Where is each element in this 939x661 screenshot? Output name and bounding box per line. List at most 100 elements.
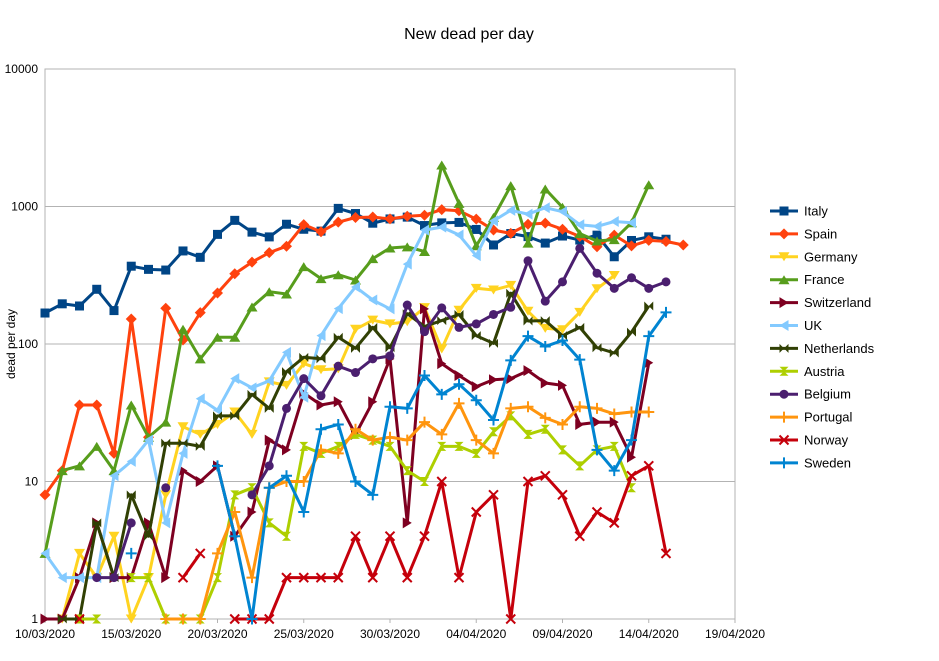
legend-label-italy: Italy <box>804 204 828 219</box>
data-point-france <box>125 400 137 410</box>
data-point-spain <box>660 235 672 247</box>
data-point-belgium <box>92 573 102 583</box>
data-point-germany <box>470 283 482 293</box>
data-point-norway <box>384 531 396 542</box>
data-point-uk <box>195 393 205 405</box>
data-point-portugal <box>332 447 344 459</box>
x-tick-label: 14/04/2020 <box>619 627 679 641</box>
data-point-netherlands <box>609 348 619 358</box>
data-point-germany <box>384 319 396 329</box>
data-point-austria <box>454 441 464 451</box>
data-point-spain <box>539 217 551 229</box>
data-point-spain <box>367 211 379 223</box>
data-point-portugal <box>384 431 396 443</box>
data-point-belgium <box>264 461 274 471</box>
data-point-italy <box>333 203 343 213</box>
legend-item-spain: Spain <box>770 226 837 241</box>
data-point-italy <box>57 299 67 309</box>
data-point-sweden <box>660 306 672 318</box>
data-point-germany <box>453 305 465 315</box>
data-point-austria <box>178 614 188 624</box>
data-point-switzerland <box>627 451 636 463</box>
legend-item-netherlands: Netherlands <box>770 341 875 356</box>
legend-marker-spain <box>778 228 790 240</box>
data-point-netherlands <box>282 367 291 377</box>
data-point-spain <box>229 268 241 280</box>
data-point-norway <box>177 572 189 583</box>
data-point-italy <box>40 308 50 318</box>
data-point-austria <box>558 445 567 455</box>
data-point-belgium <box>109 573 119 583</box>
data-point-spain <box>643 234 655 246</box>
data-point-norway <box>402 572 413 583</box>
data-point-norway <box>522 476 534 487</box>
data-point-sweden <box>419 370 430 382</box>
data-point-france <box>194 354 206 364</box>
data-point-spain <box>91 399 103 411</box>
data-point-germany <box>160 490 172 500</box>
data-point-netherlands <box>489 338 498 348</box>
data-point-germany <box>539 323 551 333</box>
y-axis-tick-labels: 1 10 100 1000 10000 <box>5 62 39 626</box>
data-point-austria <box>161 614 171 624</box>
legend-label-france: France <box>804 272 844 287</box>
legend-label-sweden: Sweden <box>804 455 851 470</box>
data-point-uk <box>178 447 188 459</box>
data-point-norway <box>557 489 568 501</box>
data-point-italy <box>178 246 188 256</box>
data-point-sweden <box>643 330 655 342</box>
data-point-spain <box>419 209 430 221</box>
data-point-switzerland <box>506 373 516 385</box>
data-point-switzerland <box>195 476 205 487</box>
data-point-spain <box>350 211 361 223</box>
data-point-spain <box>39 489 51 501</box>
data-point-uk <box>57 572 67 584</box>
data-point-italy <box>558 231 567 241</box>
legend-item-austria: Austria <box>770 364 845 379</box>
data-point-uk <box>506 204 516 216</box>
data-point-spain <box>401 210 413 222</box>
data-point-france <box>643 180 655 190</box>
data-point-germany <box>350 324 361 334</box>
data-point-austria <box>609 441 619 451</box>
data-point-france <box>401 242 413 252</box>
data-point-switzerland <box>592 416 602 428</box>
data-point-switzerland <box>471 381 481 393</box>
data-point-belgium <box>402 300 412 310</box>
data-point-uk <box>264 375 274 387</box>
data-point-uk <box>40 547 50 559</box>
data-point-spain <box>281 240 292 252</box>
data-point-uk <box>471 250 481 262</box>
data-point-france <box>591 236 603 246</box>
data-point-spain <box>298 219 310 231</box>
data-point-belgium <box>437 303 447 313</box>
data-point-italy <box>489 240 498 250</box>
data-point-norway <box>195 548 206 559</box>
data-point-sweden <box>212 460 223 472</box>
data-point-netherlands <box>523 316 533 326</box>
data-point-portugal <box>591 402 603 414</box>
data-point-spain <box>677 239 689 251</box>
legend-item-belgium: Belgium <box>770 387 851 402</box>
data-point-switzerland <box>523 365 533 377</box>
data-point-switzerland <box>264 434 274 446</box>
data-point-france <box>539 184 551 194</box>
data-point-germany <box>488 285 499 295</box>
data-point-france <box>160 417 172 427</box>
data-point-norway <box>609 517 620 529</box>
data-point-belgium <box>506 302 516 312</box>
data-point-switzerland <box>420 303 429 315</box>
data-point-netherlands <box>92 518 102 528</box>
data-point-uk <box>213 404 222 416</box>
data-point-spain <box>626 240 637 252</box>
data-point-switzerland <box>402 517 412 529</box>
data-point-spain <box>557 223 568 235</box>
data-point-norway <box>488 489 499 501</box>
data-point-belgium <box>609 283 619 293</box>
data-point-italy <box>540 238 550 248</box>
data-point-switzerland <box>489 374 498 386</box>
data-point-germany <box>246 429 258 439</box>
data-point-belgium <box>644 283 654 293</box>
data-point-switzerland <box>437 358 447 370</box>
data-point-norway <box>453 572 465 583</box>
